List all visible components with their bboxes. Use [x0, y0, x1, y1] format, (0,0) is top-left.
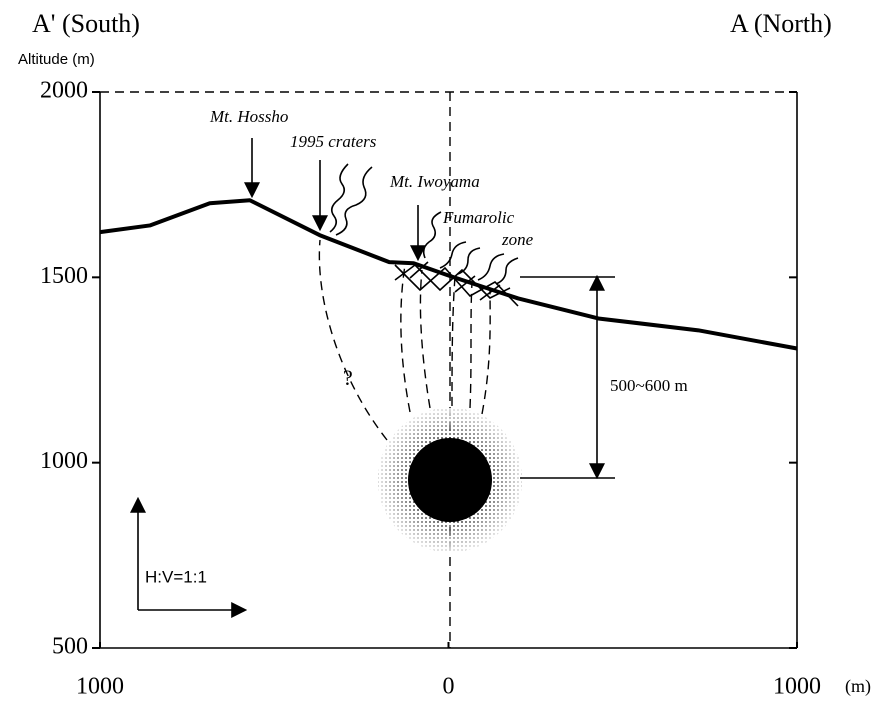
annotation: Mt. Iwoyama — [389, 172, 480, 191]
annotation: ? — [343, 365, 353, 390]
annotation: 1995 craters — [290, 132, 377, 151]
y-tick-label: 1000 — [40, 448, 88, 474]
y-tick-label: 2000 — [40, 78, 88, 104]
y-tick-label: 500 — [52, 634, 88, 660]
annotation: 500~600 m — [610, 376, 688, 395]
annotation: H:V=1:1 — [145, 567, 207, 586]
dashed-path — [469, 281, 473, 409]
y-axis-label: Altitude (m) — [18, 51, 95, 68]
dashed-path — [419, 269, 431, 409]
dashed-path — [451, 275, 456, 407]
fume — [439, 241, 467, 269]
x-unit: (m) — [845, 676, 871, 697]
fume — [422, 211, 442, 259]
surface-profile — [99, 198, 798, 351]
hatched-zone — [394, 261, 519, 307]
fume — [335, 166, 373, 236]
x-tick-label: 1000 — [76, 674, 124, 700]
fume — [495, 257, 519, 285]
dashed-path — [481, 287, 491, 415]
dashed-path — [400, 264, 411, 413]
x-tick-label: 0 — [443, 674, 455, 700]
y-tick-label: 1500 — [40, 263, 88, 289]
dashed-path — [318, 239, 388, 441]
right-label: A (North) — [730, 9, 832, 38]
x-tick-label: 1000 — [773, 674, 821, 700]
fume — [329, 163, 349, 233]
fume — [457, 247, 481, 275]
annotation: Fumarolic — [442, 208, 515, 227]
annotation: zone — [501, 230, 534, 249]
annotation: Mt. Hossho — [209, 107, 288, 126]
left-label: A' (South) — [32, 9, 140, 38]
fume — [477, 253, 505, 281]
source-body — [408, 438, 492, 522]
